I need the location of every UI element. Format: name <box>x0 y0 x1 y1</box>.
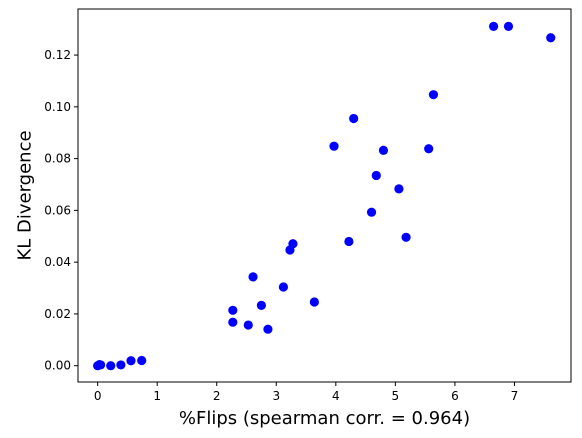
scatter-point <box>228 317 238 327</box>
scatter-point <box>503 21 514 31</box>
y-tick-label: 0.02 <box>44 307 71 321</box>
x-tick-label: 7 <box>511 389 519 403</box>
scatter-point <box>309 297 319 307</box>
y-tick-label: 0.00 <box>44 359 71 373</box>
x-tick-label: 1 <box>153 389 161 403</box>
scatter-point <box>394 184 404 194</box>
scatter-point <box>126 356 136 366</box>
scatter-point <box>288 239 298 249</box>
axes-frame <box>77 8 572 383</box>
x-axis-label: %Flips (spearman corr. = 0.964) <box>179 408 470 429</box>
y-tick-label: 0.12 <box>44 48 71 62</box>
scatter-point <box>278 282 289 292</box>
plot-area <box>93 21 556 371</box>
scatter-point <box>96 360 106 370</box>
x-axis-ticks: 0 1 2 3 4 5 6 7 <box>94 382 518 403</box>
y-axis-label: KL Divergence <box>14 130 35 260</box>
scatter-point <box>243 320 253 330</box>
scatter-point <box>488 21 499 31</box>
scatter-point <box>248 272 258 282</box>
scatter-point <box>344 236 354 247</box>
y-tick-label: 0.08 <box>44 152 71 166</box>
scatter-point <box>428 90 439 100</box>
scatter-point <box>546 33 556 43</box>
y-tick-label: 0.04 <box>44 255 71 269</box>
scatter-point <box>228 305 238 315</box>
x-tick-label: 0 <box>94 389 102 403</box>
scatter-point <box>371 170 381 181</box>
scatter-point <box>263 324 273 334</box>
x-tick-label: 3 <box>272 389 280 403</box>
y-tick-label: 0.06 <box>44 203 71 217</box>
x-tick-label: 5 <box>392 389 400 403</box>
scatter-point <box>116 360 126 370</box>
scatter-point <box>329 141 339 151</box>
scatter-point <box>366 207 377 217</box>
scatter-point <box>106 361 116 371</box>
x-tick-label: 4 <box>332 389 340 403</box>
scatter-point <box>256 300 266 310</box>
scatter-point <box>349 113 359 124</box>
x-tick-label: 6 <box>451 389 459 403</box>
scatter-point <box>401 232 411 242</box>
scatter-point <box>137 355 147 366</box>
scatter-point <box>424 144 434 154</box>
scatter-point <box>378 145 389 155</box>
x-tick-label: 2 <box>213 389 221 403</box>
y-tick-label: 0.10 <box>44 100 71 114</box>
y-axis-ticks: 0.00 0.02 0.04 0.06 0.08 0.10 0.12 <box>44 48 78 373</box>
